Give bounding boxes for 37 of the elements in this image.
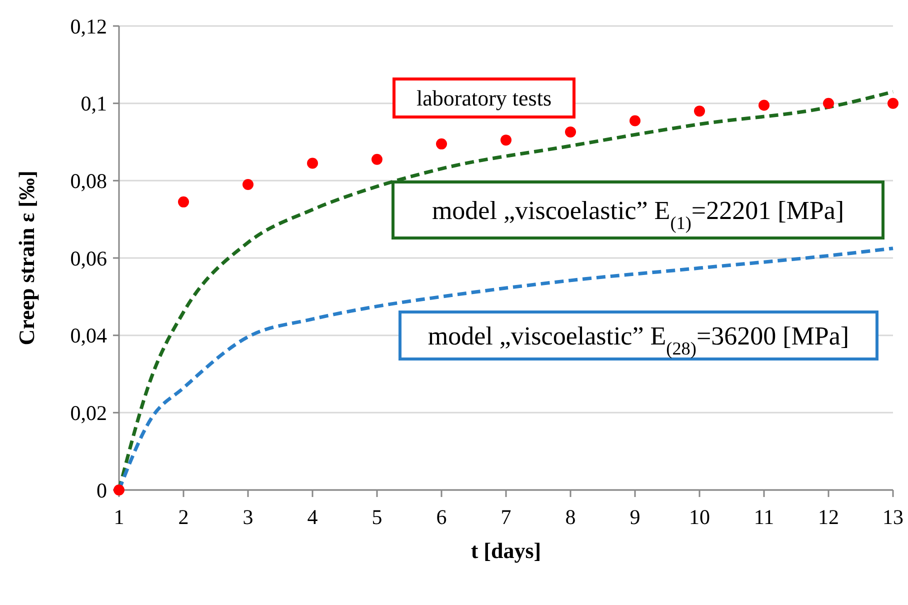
point: [823, 98, 834, 109]
x-tick-label: 3: [242, 505, 254, 529]
y-tick-label: 0: [96, 478, 107, 502]
x-tick-label: 6: [436, 505, 447, 529]
point: [372, 154, 382, 165]
point: [630, 115, 640, 126]
x-tick-label: 2: [178, 505, 189, 529]
point: [436, 138, 447, 150]
y-tick-label: 0,06: [70, 246, 107, 270]
point: [758, 100, 770, 111]
series-label: laboratory tests: [416, 86, 552, 111]
series-label: model „viscoelastic” E$_{(1)}$=22201 [MPa]: [432, 196, 844, 234]
y-axis-title: Creep strain ε [‰]: [14, 170, 39, 346]
point: [242, 179, 254, 190]
point: [565, 126, 576, 138]
x-tick-label: 4: [307, 505, 318, 529]
y-tick-label: 0,12: [70, 14, 107, 38]
point: [888, 98, 898, 109]
y-tick-label: 0,04: [70, 324, 108, 348]
y-tick-label: 0,1: [80, 92, 107, 116]
point: [307, 158, 318, 169]
x-axis-title: t [days]: [470, 538, 542, 563]
point: [694, 106, 705, 117]
series-label: model „viscoelastic” E$_{(28)}$=36200 [MPa]: [428, 322, 850, 359]
x-tick-label: 13: [882, 505, 904, 529]
point: [500, 134, 512, 146]
x-tick-label: 8: [565, 505, 576, 529]
y-tick-label: 0,08: [70, 169, 107, 194]
point: [178, 196, 189, 208]
y-tick-label: 0,02: [70, 401, 107, 426]
x-tick-label: 12: [818, 505, 839, 529]
x-tick-label: 1: [114, 505, 124, 529]
x-tick-label: 10: [689, 505, 710, 529]
x-tick-label: 9: [630, 505, 640, 529]
x-tick-label: 7: [500, 505, 512, 529]
x-tick-label: 5: [372, 505, 382, 529]
x-tick-label: 11: [754, 505, 774, 529]
